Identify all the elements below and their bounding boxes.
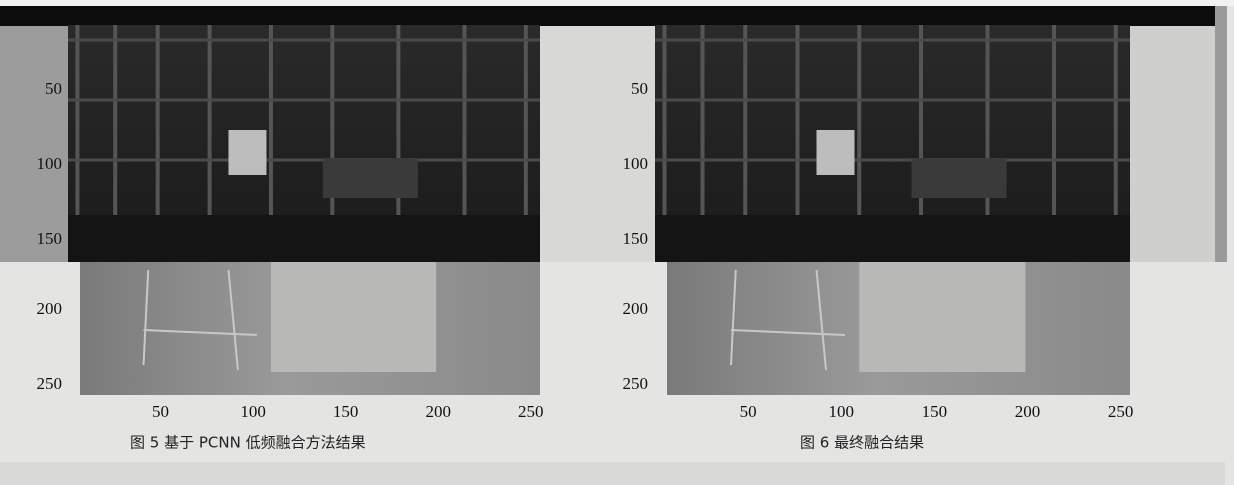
x-tick-label: 100 (240, 402, 266, 421)
chair (730, 269, 846, 371)
cabinet (859, 262, 1026, 372)
y-tick-label: 250 (37, 374, 63, 393)
x-tick-label: 100 (829, 402, 855, 421)
x-tick-label: 250 (518, 402, 544, 421)
figure-caption: 图 5 基于 PCNN 低频融合方法结果 (130, 434, 366, 452)
scan-shade (540, 26, 655, 262)
cabinet (270, 262, 437, 372)
scan-band (0, 6, 1215, 26)
y-tick-label: 200 (623, 299, 649, 318)
y-tick-label: 50 (45, 79, 62, 98)
y-tick-label: 100 (623, 154, 649, 173)
desk (655, 215, 1130, 262)
x-tick-label: 150 (333, 402, 359, 421)
next-line (0, 462, 1225, 485)
y-tick-label: 100 (37, 154, 63, 173)
x-tick-label: 50 (740, 402, 757, 421)
x-tick-label: 250 (1108, 402, 1134, 421)
monitor (911, 158, 1007, 198)
desk (68, 215, 540, 262)
scan-shade (1130, 26, 1215, 262)
monitor (322, 158, 418, 198)
chair (142, 269, 257, 371)
whiteboard (228, 130, 267, 175)
x-tick-label: 150 (922, 402, 948, 421)
margin (0, 0, 1234, 6)
whiteboard (816, 130, 855, 175)
y-tick-label: 150 (623, 229, 649, 248)
y-tick-label: 250 (623, 374, 649, 393)
y-tick-label: 200 (37, 299, 63, 318)
y-tick-label: 50 (631, 79, 648, 98)
x-tick-label: 50 (152, 402, 169, 421)
x-tick-label: 200 (425, 402, 451, 421)
y-tick-label: 150 (37, 229, 63, 248)
x-tick-label: 200 (1015, 402, 1041, 421)
scan-edge (1215, 6, 1227, 262)
figure-caption: 图 6 最终融合结果 (800, 434, 924, 452)
